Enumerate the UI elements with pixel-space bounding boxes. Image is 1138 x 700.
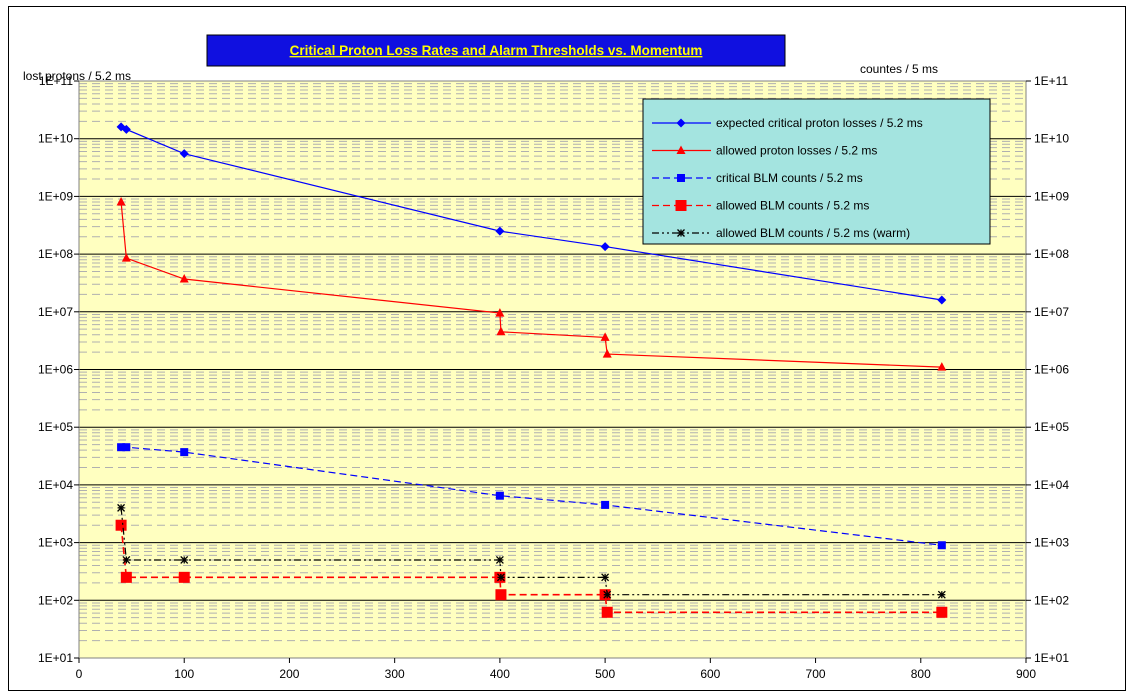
y-tick-label-left: 1E+04 bbox=[38, 478, 73, 492]
y-tick-label-right: 1E+07 bbox=[1034, 305, 1069, 319]
data-point bbox=[600, 332, 610, 341]
data-point bbox=[122, 556, 131, 564]
data-point bbox=[676, 118, 686, 128]
y-tick-label-left: 1E+09 bbox=[38, 189, 73, 203]
x-tick-label: 100 bbox=[174, 667, 194, 681]
data-point bbox=[675, 200, 687, 211]
left-axis-label: lost protons / 5.2 ms bbox=[23, 69, 131, 83]
data-point bbox=[937, 295, 947, 305]
series-group bbox=[117, 443, 946, 550]
x-tick-label: 400 bbox=[490, 667, 510, 681]
x-tick-label: 600 bbox=[700, 667, 720, 681]
data-point bbox=[495, 226, 505, 236]
data-point bbox=[496, 573, 505, 582]
series-group bbox=[117, 503, 946, 599]
y-tick-label-left: 1E+03 bbox=[38, 536, 73, 550]
data-point bbox=[116, 196, 126, 206]
data-point bbox=[179, 149, 189, 159]
y-tick-label-left: 1E+02 bbox=[38, 593, 73, 607]
x-tick-label: 0 bbox=[76, 667, 83, 681]
data-point bbox=[121, 124, 131, 134]
series-layer bbox=[115, 122, 948, 618]
y-tick-label-left: 1E+01 bbox=[38, 651, 73, 665]
y-tick-label-left: 1E+06 bbox=[38, 363, 73, 377]
series-group bbox=[116, 122, 947, 305]
chart-svg: 1E+01 1E+01 1E+02 1E+02 1E+03 1E+03 1E+04 1E+04… bbox=[23, 34, 1069, 681]
legend-label: expected critical proton losses / 5.2 ms bbox=[716, 116, 923, 130]
legend-item: critical BLM counts / 5.2 ms bbox=[652, 171, 863, 185]
title-box bbox=[206, 34, 786, 67]
x-tick-label: 900 bbox=[1016, 667, 1036, 681]
data-point bbox=[936, 606, 948, 618]
y-tick-label-left: 1E+05 bbox=[38, 420, 73, 434]
data-point bbox=[676, 145, 686, 154]
legend-label: allowed proton losses / 5.2 ms bbox=[716, 144, 877, 158]
x-tick-label: 700 bbox=[806, 667, 826, 681]
legend-label: allowed BLM counts / 5.2 ms bbox=[716, 199, 869, 213]
data-point bbox=[601, 500, 610, 509]
data-point bbox=[496, 326, 506, 336]
data-point bbox=[120, 571, 132, 583]
legend-item: expected critical proton losses / 5.2 ms bbox=[652, 116, 923, 130]
data-point bbox=[937, 590, 946, 599]
data-point bbox=[180, 448, 189, 457]
data-point bbox=[603, 590, 612, 599]
data-point bbox=[115, 519, 127, 531]
y-tick-label-left: 1E+07 bbox=[38, 305, 73, 319]
data-point bbox=[677, 174, 685, 182]
y-tick-label-right: 1E+01 bbox=[1034, 651, 1069, 665]
x-tick-label: 300 bbox=[385, 667, 405, 681]
x-tick-label: 200 bbox=[279, 667, 299, 681]
y-tick-label-right: 1E+09 bbox=[1034, 189, 1069, 203]
data-point bbox=[117, 503, 126, 512]
data-point bbox=[180, 556, 189, 564]
chart-frame: 1E+01 1E+01 1E+02 1E+02 1E+03 1E+03 1E+04 1E+04… bbox=[8, 6, 1126, 691]
data-point bbox=[179, 274, 189, 283]
grid-lines bbox=[79, 83, 1026, 642]
x-tick-label: 800 bbox=[911, 667, 931, 681]
data-point bbox=[495, 556, 504, 564]
y-tick-label-left: 1E+10 bbox=[38, 132, 73, 146]
title-text: Critical Proton Loss Rates and Alarm Thr… bbox=[290, 43, 703, 58]
data-point bbox=[600, 242, 610, 252]
data-point bbox=[121, 253, 131, 262]
data-point bbox=[677, 229, 685, 237]
data-point bbox=[178, 571, 190, 583]
data-point bbox=[122, 443, 131, 452]
y-tick-label-right: 1E+10 bbox=[1034, 132, 1069, 146]
y-tick-label-left: 1E+11 bbox=[39, 74, 73, 88]
axes: 1E+01 1E+01 1E+02 1E+02 1E+03 1E+03 1E+04 1E+04… bbox=[38, 74, 1069, 681]
legend-item: allowed BLM counts / 5.2 ms bbox=[652, 199, 869, 213]
y-tick-label-right: 1E+02 bbox=[1034, 593, 1069, 607]
y-tick-label-right: 1E+06 bbox=[1034, 363, 1069, 377]
data-point bbox=[601, 573, 610, 582]
right-axis-label: countes / 5 ms bbox=[860, 62, 938, 76]
y-tick-label-right: 1E+08 bbox=[1034, 247, 1069, 261]
y-tick-label-right: 1E+04 bbox=[1034, 478, 1069, 492]
data-point bbox=[602, 349, 612, 358]
x-tick-label: 500 bbox=[595, 667, 615, 681]
y-tick-label-right: 1E+03 bbox=[1034, 536, 1069, 550]
legend-label: allowed BLM counts / 5.2 ms (warm) bbox=[716, 226, 910, 240]
legend-item: allowed proton losses / 5.2 ms bbox=[652, 144, 877, 158]
legend-label: critical BLM counts / 5.2 ms bbox=[716, 171, 863, 185]
y-tick-label-right: 1E+05 bbox=[1034, 420, 1069, 434]
data-point bbox=[495, 589, 507, 601]
data-point bbox=[117, 443, 126, 452]
data-point bbox=[937, 362, 947, 371]
y-tick-label-right: 1E+11 bbox=[1034, 74, 1068, 88]
series-group bbox=[116, 196, 947, 371]
legend: expected critical proton losses / 5.2 ms… bbox=[642, 98, 991, 245]
chart-title: Critical Proton Loss Rates and Alarm Thr… bbox=[206, 34, 786, 67]
data-point bbox=[601, 606, 613, 618]
data-point bbox=[495, 491, 504, 500]
data-point bbox=[937, 541, 946, 550]
data-point bbox=[495, 308, 505, 317]
y-tick-label-left: 1E+08 bbox=[38, 247, 73, 261]
legend-item: allowed BLM counts / 5.2 ms (warm) bbox=[652, 226, 910, 240]
